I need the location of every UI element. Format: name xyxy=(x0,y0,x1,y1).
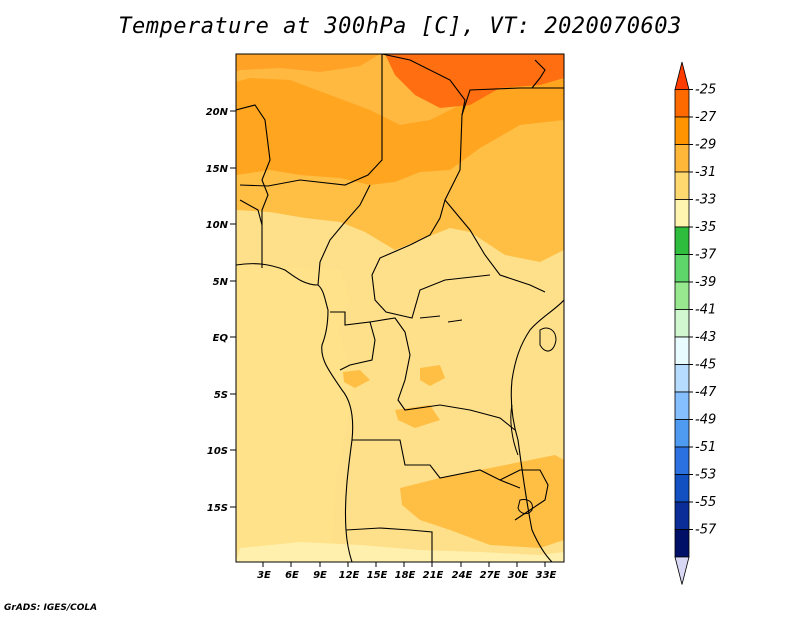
colorbar-box-14 xyxy=(674,446,690,475)
colorbar-label: -41 xyxy=(695,303,716,318)
lakes xyxy=(419,315,557,515)
border-niger-nigeria xyxy=(239,54,383,187)
colorbar-label: -37 xyxy=(695,248,717,263)
colorbar-box-12 xyxy=(674,391,690,420)
border-west-africa xyxy=(236,104,271,268)
border-car xyxy=(371,244,491,319)
colorbar-box-3 xyxy=(674,144,690,173)
colorbar-label: -25 xyxy=(695,83,716,98)
border-zambia-east xyxy=(499,469,549,521)
river-congo-2 xyxy=(447,319,463,323)
colorbar-label: -27 xyxy=(695,110,717,125)
colorbar-box-11 xyxy=(674,364,690,393)
country-borders xyxy=(236,54,564,562)
colorbar-label: -39 xyxy=(695,275,716,290)
lat-label-10n: 10N xyxy=(206,220,229,231)
lon-label-18e: 18E xyxy=(395,570,416,581)
colorbar-label: -35 xyxy=(695,220,716,235)
colorbar-label: -29 xyxy=(695,138,716,153)
colorbar: -25 -27 -29 -31 -33 -35 -37 -39 -41 -43 -45 -47 -49 -… xyxy=(674,61,717,585)
temperature-field xyxy=(236,54,564,562)
river-congo-1 xyxy=(419,315,441,319)
colorbar-box-5 xyxy=(674,199,690,228)
border-libya-sudan xyxy=(461,87,564,116)
colorbar-box-15 xyxy=(674,474,690,503)
field-south-pale xyxy=(236,542,564,562)
colorbar-box-1 xyxy=(674,89,690,118)
lon-label-3e: 3E xyxy=(257,570,271,581)
colorbar-box-7 xyxy=(674,254,690,283)
lat-label-eq: EQ xyxy=(213,333,229,344)
border-nigeria-cameroon xyxy=(317,184,371,286)
border-chad xyxy=(381,54,466,246)
border-namibia xyxy=(345,527,433,562)
lake-victoria xyxy=(539,327,557,352)
lat-label-15s: 15S xyxy=(207,503,228,514)
lat-axis: 20N 15N 10N 5N EQ 5S 10S 15S xyxy=(206,107,236,514)
colorbar-label: -31 xyxy=(695,165,716,180)
lon-label-21e: 21E xyxy=(423,570,444,581)
colorbar-label: -45 xyxy=(695,358,716,373)
colorbar-label: -47 xyxy=(695,385,717,400)
colorbar-label: -49 xyxy=(695,413,716,428)
lon-label-27e: 27E xyxy=(480,570,501,581)
lat-label-5n: 5N xyxy=(213,277,229,288)
colorbar-box-6 xyxy=(674,226,690,255)
border-angola-zambia xyxy=(352,439,521,489)
coastline-west xyxy=(236,263,354,562)
colorbar-box-13 xyxy=(674,419,690,448)
lon-label-6e: 6E xyxy=(285,570,299,581)
border-gabon-congo xyxy=(330,311,376,371)
field-ocean xyxy=(236,265,352,562)
colorbar-box-16 xyxy=(674,501,690,530)
lake-tanganyika xyxy=(510,404,519,456)
border-benin-togo xyxy=(239,199,263,226)
field-pocket-2 xyxy=(343,370,370,388)
lat-label-10s: 10S xyxy=(207,446,228,457)
border-sudan-car xyxy=(444,199,546,293)
colorbar-box-4 xyxy=(674,171,690,200)
colorbar-label: -55 xyxy=(695,495,716,510)
border-drc-north-south xyxy=(369,317,516,431)
map-frame xyxy=(235,53,565,563)
lake-malawi xyxy=(517,499,533,515)
coastline-east-lakes xyxy=(510,299,564,562)
colorbar-label: -57 xyxy=(695,523,717,538)
lon-axis: 3E 6E 9E 12E 15E 18E 21E 24E 27E 30E 33E xyxy=(257,562,557,581)
colorbar-label: -33 xyxy=(695,193,716,208)
colorbar-box-17 xyxy=(674,529,690,558)
colorbar-box-2 xyxy=(674,116,690,145)
lat-label-15n: 15N xyxy=(206,164,229,175)
credit-text: GrADS: IGES/COLA xyxy=(4,603,98,613)
field-band-27b xyxy=(236,54,380,72)
lat-label-20n: 20N xyxy=(206,107,229,118)
field-band-25 xyxy=(385,54,564,108)
field-pocket-1 xyxy=(420,365,445,386)
chart-title: Temperature at 300hPa [C], VT: 202007060… xyxy=(118,14,682,39)
colorbar-box-10 xyxy=(674,336,690,365)
colorbar-box-8 xyxy=(674,281,690,310)
lon-label-9e: 9E xyxy=(313,570,327,581)
coastline-nile-delta xyxy=(531,59,546,89)
colorbar-box-9 xyxy=(674,309,690,338)
lat-label-5s: 5S xyxy=(214,390,228,401)
colorbar-label: -43 xyxy=(695,330,716,345)
colorbar-top-triangle xyxy=(674,61,690,90)
colorbar-bottom-triangle xyxy=(674,556,690,585)
field-pocket-3 xyxy=(395,405,440,428)
colorbar-label: -51 xyxy=(695,440,716,455)
lon-label-33e: 33E xyxy=(536,570,557,581)
lon-label-15e: 15E xyxy=(367,570,388,581)
lon-label-30e: 30E xyxy=(508,570,529,581)
lon-label-24e: 24E xyxy=(452,570,473,581)
lon-label-12e: 12E xyxy=(339,570,360,581)
colorbar-label: -53 xyxy=(695,468,716,483)
